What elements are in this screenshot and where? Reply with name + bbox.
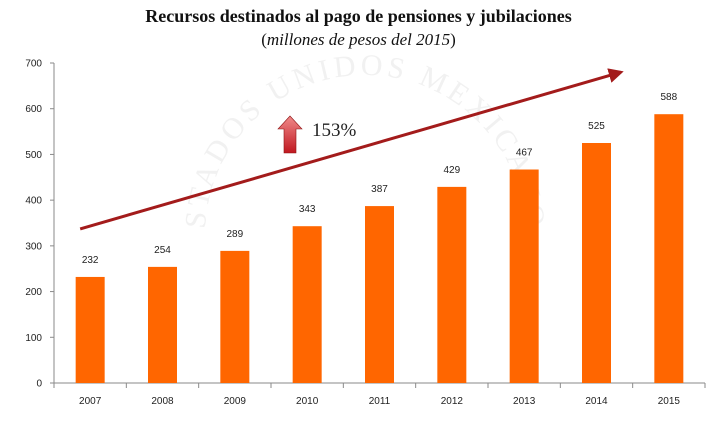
x-tick-label: 2011 xyxy=(369,396,391,407)
bar xyxy=(365,206,394,383)
data-label: 232 xyxy=(82,255,99,266)
x-tick-label: 2010 xyxy=(296,396,319,407)
subtitle-open-paren: ( xyxy=(261,30,267,49)
bar xyxy=(654,114,684,383)
y-tick-label: 200 xyxy=(25,287,42,298)
data-label: 525 xyxy=(588,121,605,132)
data-label: 387 xyxy=(371,184,388,195)
bar xyxy=(509,169,539,383)
x-tick-label: 2015 xyxy=(658,396,681,407)
trend-arrow xyxy=(79,68,624,231)
bar xyxy=(437,186,467,383)
y-tick-label: 700 xyxy=(25,59,42,70)
x-tick-label: 2008 xyxy=(151,396,174,407)
subtitle-text: millones de pesos del 2015 xyxy=(266,30,451,49)
chart-subtitle: (millones de pesos del 2015) xyxy=(0,30,717,50)
x-tick-label: 2014 xyxy=(585,396,608,407)
up-arrow-icon xyxy=(277,115,303,154)
data-label: 254 xyxy=(154,245,171,256)
bar xyxy=(582,143,611,383)
growth-label: 153% xyxy=(312,120,357,141)
data-label: 289 xyxy=(226,229,243,240)
data-label: 429 xyxy=(443,165,460,176)
y-tick-label: 500 xyxy=(25,150,42,161)
data-label: 467 xyxy=(516,148,533,159)
bars xyxy=(75,114,684,383)
bar xyxy=(292,226,322,383)
bar xyxy=(220,250,250,383)
x-tick-label: 2009 xyxy=(224,396,247,407)
x-tick-label: 2007 xyxy=(79,396,102,407)
bar xyxy=(148,266,177,383)
x-tick-label: 2012 xyxy=(441,396,464,407)
y-tick-label: 100 xyxy=(25,333,42,344)
annotations: 153% xyxy=(79,68,624,231)
y-tick-label: 600 xyxy=(25,104,42,115)
bar xyxy=(75,276,105,383)
data-label: 343 xyxy=(299,204,316,215)
y-tick-label: 400 xyxy=(25,196,42,207)
x-tick-label: 2013 xyxy=(513,396,536,407)
y-tick-label: 0 xyxy=(36,379,42,390)
data-labels: 232 254 289 343 387 429 467 525 588 xyxy=(82,92,678,266)
subtitle-close-paren: ) xyxy=(450,30,456,49)
chart-title: Recursos destinados al pago de pensiones… xyxy=(145,6,572,26)
data-label: 588 xyxy=(660,92,677,103)
y-tick-label: 300 xyxy=(25,241,42,252)
